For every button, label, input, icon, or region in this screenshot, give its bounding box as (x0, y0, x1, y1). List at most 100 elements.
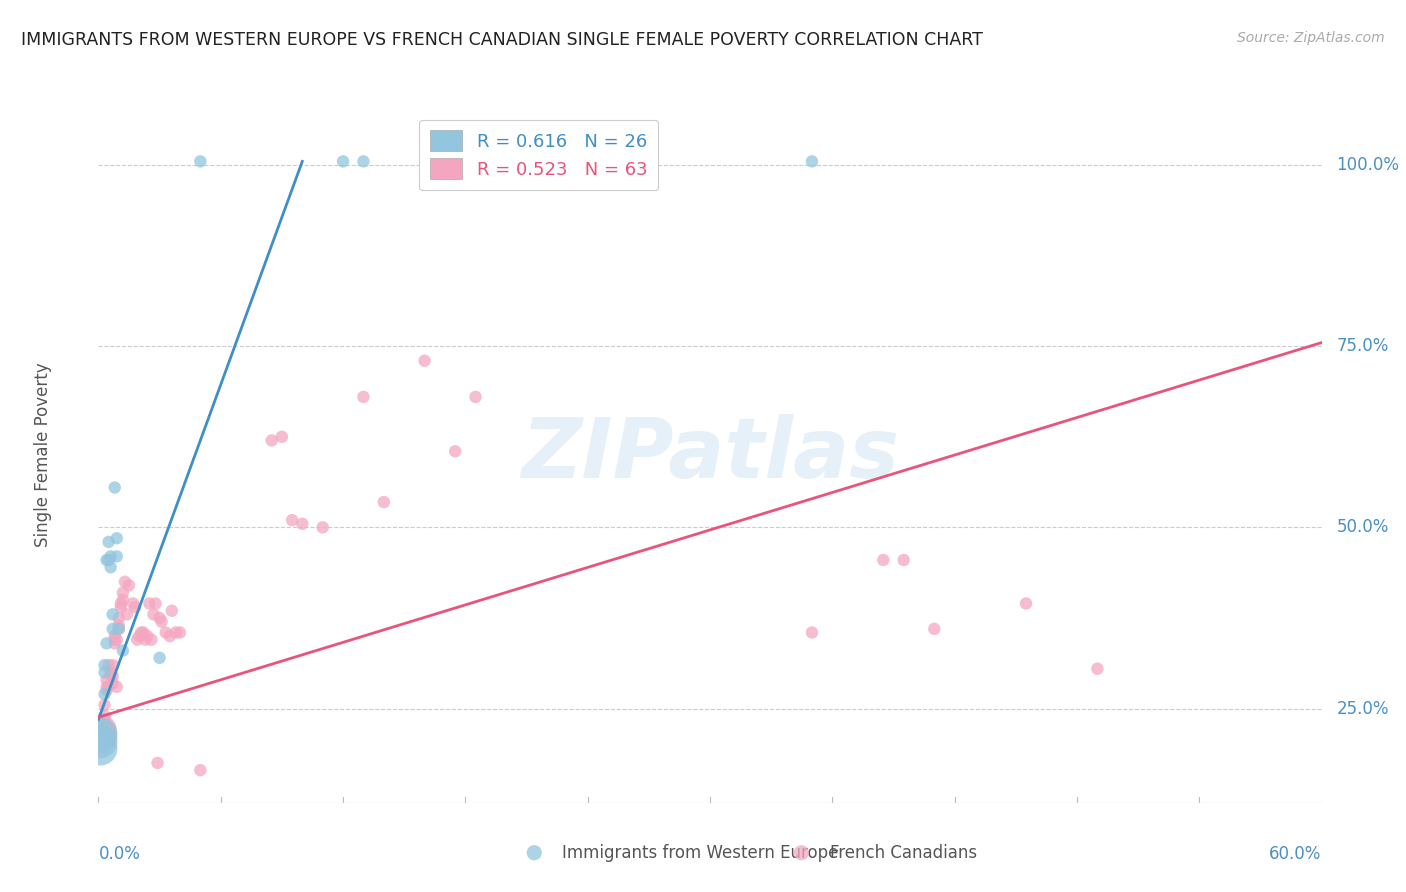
Point (111, 585, 134, 599)
Text: 0.0%: 0.0% (98, 845, 141, 863)
Point (105, 680, 128, 694)
Point (97, 658, 120, 673)
Point (145, 597, 167, 611)
Point (93, 698, 115, 712)
Text: ZIPatlas: ZIPatlas (522, 415, 898, 495)
Point (100, 560, 122, 574)
Point (101, 622, 124, 636)
Point (260, 434, 283, 448)
Point (101, 669, 124, 683)
Point (89, 727, 111, 741)
Point (101, 676, 124, 690)
Point (91, 720, 114, 734)
Point (89, 731, 111, 745)
Point (169, 625, 191, 640)
Point (114, 574, 136, 589)
Point (155, 625, 177, 640)
Point (96, 680, 118, 694)
Point (97, 535, 120, 549)
Text: 50.0%: 50.0% (1336, 518, 1389, 536)
Point (129, 625, 152, 640)
Point (96, 683, 118, 698)
Point (188, 154, 212, 169)
Point (96, 553, 118, 567)
Point (1085, 662, 1108, 676)
Text: 100.0%: 100.0% (1336, 156, 1399, 174)
Point (91, 723, 114, 738)
Text: Source: ZipAtlas.com: Source: ZipAtlas.com (1237, 31, 1385, 45)
Point (149, 611, 172, 625)
Point (150, 615, 173, 629)
Point (188, 763, 212, 777)
Point (104, 632, 127, 647)
Point (93, 658, 115, 673)
Point (146, 756, 169, 770)
Point (281, 513, 304, 527)
Point (141, 632, 163, 647)
Point (104, 629, 127, 643)
Point (93, 713, 115, 727)
Text: IMMIGRANTS FROM WESTERN EUROPE VS FRENCH CANADIAN SINGLE FEMALE POVERTY CORRELAT: IMMIGRANTS FROM WESTERN EUROPE VS FRENCH… (21, 31, 983, 49)
Point (93, 687, 115, 701)
Point (149, 651, 172, 665)
Point (122, 597, 145, 611)
Point (108, 622, 131, 636)
Point (105, 632, 128, 647)
Point (93, 720, 115, 734)
Point (159, 629, 181, 643)
Point (134, 632, 156, 647)
Point (89, 734, 111, 748)
Point (1015, 597, 1038, 611)
Point (352, 390, 374, 404)
Point (128, 629, 150, 643)
Text: 60.0%: 60.0% (1270, 845, 1322, 863)
Point (100, 669, 122, 683)
Text: French Canadians: French Canadians (830, 844, 977, 862)
Point (291, 516, 314, 531)
Point (108, 611, 131, 625)
Point (115, 607, 138, 622)
Point (101, 607, 124, 622)
Point (270, 430, 294, 444)
Point (413, 353, 436, 368)
Point (893, 553, 915, 567)
Point (93, 665, 115, 680)
Point (93, 741, 115, 756)
Point (142, 607, 165, 622)
Point (104, 481, 127, 495)
Point (464, 390, 486, 404)
Point (89, 741, 111, 756)
Point (444, 444, 467, 458)
Point (160, 604, 183, 618)
Point (136, 629, 159, 643)
Point (138, 597, 160, 611)
Point (127, 632, 149, 647)
Text: Immigrants from Western Europe: Immigrants from Western Europe (562, 844, 839, 862)
Point (105, 549, 128, 564)
Point (132, 625, 155, 640)
Point (100, 549, 122, 564)
Point (352, 154, 374, 169)
Point (91, 731, 114, 745)
Point (96, 673, 118, 687)
Point (101, 658, 124, 673)
Point (872, 553, 894, 567)
Point (89, 727, 111, 741)
Point (96, 636, 118, 650)
Text: 75.0%: 75.0% (1336, 337, 1389, 355)
Point (801, 625, 824, 640)
Text: Single Female Poverty: Single Female Poverty (34, 363, 52, 547)
Point (97, 680, 120, 694)
Point (111, 643, 134, 657)
Point (332, 154, 354, 169)
Point (89, 723, 111, 738)
Text: 25.0%: 25.0% (1336, 699, 1389, 717)
Point (124, 600, 146, 615)
Point (91, 727, 114, 741)
Point (118, 578, 141, 592)
Point (110, 600, 132, 615)
Point (93, 708, 115, 723)
Point (100, 665, 122, 680)
Legend: R = 0.616   N = 26, R = 0.523   N = 63: R = 0.616 N = 26, R = 0.523 N = 63 (419, 120, 658, 190)
Point (104, 636, 127, 650)
